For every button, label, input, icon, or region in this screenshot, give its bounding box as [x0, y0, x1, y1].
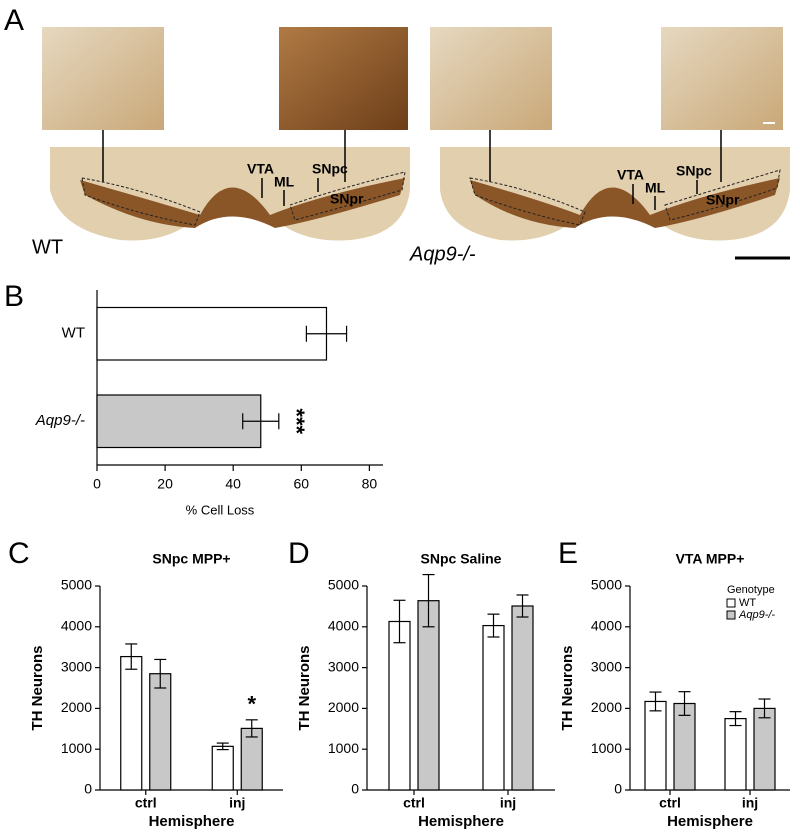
bar	[96, 306, 328, 361]
y-axis-label: TH Neurons	[29, 645, 46, 730]
bar	[673, 702, 696, 791]
x-axis-label: Hemisphere	[149, 813, 235, 830]
x-tick-label: inj	[500, 795, 516, 811]
y-tick-label: 2000	[328, 699, 359, 715]
legend-label: WT	[739, 597, 756, 609]
panel-label: E	[558, 537, 578, 570]
bar	[753, 707, 776, 791]
y-tick-label: 0	[84, 781, 92, 797]
bar	[120, 655, 143, 791]
bar	[644, 700, 667, 791]
x-tick-label: 80	[362, 476, 378, 492]
y-tick-label: 1000	[61, 740, 92, 756]
panel-label: C	[8, 537, 30, 570]
inset	[279, 27, 408, 130]
significance: ***	[284, 408, 309, 434]
region-label: SNpc	[312, 161, 348, 177]
legend-label: Aqp9-/-	[738, 609, 775, 621]
panel-label: A	[4, 4, 24, 37]
y-tick-label: 5000	[591, 577, 622, 593]
region-label: SNpc	[676, 163, 712, 179]
legend-swatch	[726, 610, 736, 620]
genotype-label: Aqp9-/-	[409, 243, 476, 265]
bar	[211, 745, 234, 791]
region-label: ML	[645, 180, 666, 196]
chart-title: SNpc MPP+	[152, 551, 230, 567]
connectors	[102, 122, 790, 260]
x-tick-label: 60	[293, 476, 309, 492]
x-tick-label: ctrl	[403, 795, 425, 811]
bar	[724, 717, 747, 791]
y-tick-label: Aqp9-/-	[35, 412, 85, 429]
region-label: VTA	[617, 167, 644, 183]
region-label: SNpr	[330, 191, 364, 207]
x-axis-label: Hemisphere	[418, 813, 504, 830]
section-stain	[470, 178, 780, 228]
y-axis-label: TH Neurons	[559, 645, 576, 730]
panel-label: B	[4, 280, 24, 313]
y-tick-label: 4000	[328, 618, 359, 634]
y-tick-label: 3000	[591, 658, 622, 674]
y-tick-label: WT	[62, 325, 85, 342]
chart-title: SNpc Saline	[421, 551, 502, 567]
inset	[430, 27, 552, 130]
y-tick-label: 5000	[328, 577, 359, 593]
x-axis-label: Hemisphere	[667, 813, 753, 830]
legend-title: Genotype	[727, 584, 775, 596]
y-tick-label: 4000	[591, 618, 622, 634]
y-tick-label: 2000	[591, 699, 622, 715]
y-tick-label: 1000	[328, 740, 359, 756]
y-axis-label: TH Neurons	[296, 645, 313, 730]
x-tick-label: 20	[157, 476, 173, 492]
region-label: ML	[274, 174, 295, 190]
y-tick-label: 5000	[61, 577, 92, 593]
x-tick-label: 40	[225, 476, 241, 492]
significance: *	[247, 692, 256, 717]
legend-swatch	[726, 598, 736, 608]
x-tick-label: inj	[229, 795, 245, 811]
inset	[661, 27, 783, 130]
y-tick-label: 3000	[61, 658, 92, 674]
bar	[388, 620, 411, 791]
region-label: VTA	[247, 161, 274, 177]
x-tick-label: ctrl	[135, 795, 157, 811]
y-tick-label: 4000	[61, 618, 92, 634]
x-tick-label: ctrl	[659, 795, 681, 811]
y-tick-label: 0	[614, 781, 622, 797]
panel-label: D	[288, 537, 310, 570]
y-tick-label: 2000	[61, 699, 92, 715]
y-tick-label: 0	[351, 781, 359, 797]
x-tick-label: inj	[742, 795, 758, 811]
chart-title: VTA MPP+	[676, 551, 745, 567]
genotype-label: WT	[32, 236, 63, 258]
region-label: SNpr	[706, 192, 740, 208]
x-axis-label: % Cell Loss	[186, 502, 255, 517]
bar	[240, 727, 263, 791]
micrographs	[42, 27, 790, 260]
bar	[149, 673, 172, 791]
section-stain	[80, 178, 405, 228]
outlines	[81, 169, 781, 226]
y-tick-label: 1000	[591, 740, 622, 756]
x-tick-label: 0	[93, 476, 101, 492]
bar	[417, 600, 440, 791]
bar	[96, 394, 262, 449]
bar	[482, 624, 505, 791]
y-tick-label: 3000	[328, 658, 359, 674]
bar	[511, 605, 534, 791]
inset	[42, 27, 164, 130]
